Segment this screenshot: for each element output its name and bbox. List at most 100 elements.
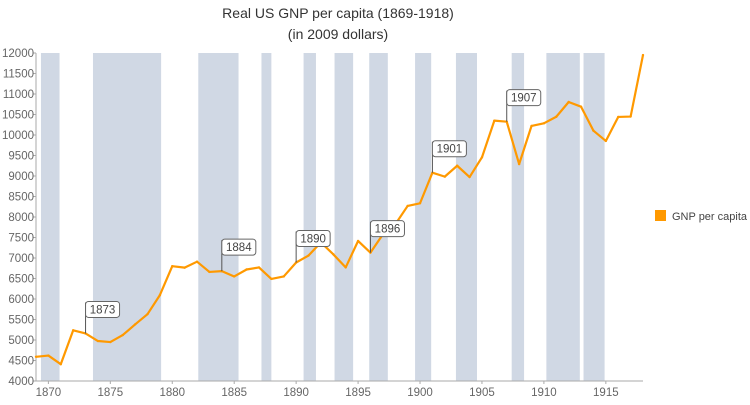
data-point [47, 354, 50, 357]
data-point [617, 115, 620, 119]
x-tick-label: 1885 [221, 387, 247, 399]
y-tick-label: 4500 [8, 356, 34, 368]
legend[interactable]: GNP per capita [655, 210, 748, 223]
annotation-box [221, 238, 257, 256]
data-point [109, 340, 112, 344]
annotation-box [506, 89, 542, 107]
data-point [493, 119, 496, 122]
chart-subtitle: (in 2009 dollars) [288, 26, 388, 42]
data-point [208, 270, 211, 274]
x-tick-label: 1910 [531, 387, 557, 399]
y-tick-label: 5000 [8, 335, 34, 347]
recession-band [198, 53, 239, 381]
recession-band [455, 53, 478, 381]
data-point [121, 333, 124, 337]
data-point [270, 277, 273, 281]
recession-band [415, 53, 432, 381]
recession-band [303, 53, 316, 381]
recession-band [511, 53, 525, 381]
x-axis: 1870 1875 1880 1885 1890 1895 1900 1905 1910 1915 [36, 380, 643, 399]
data-point [133, 323, 137, 326]
annotation-label: 1890 [300, 234, 326, 246]
data-point [282, 275, 285, 278]
y-tick-label: 12000 [2, 48, 34, 60]
x-tick-label: 1890 [283, 387, 309, 399]
data-point [579, 105, 583, 108]
data-point [233, 275, 236, 278]
data-point [629, 115, 632, 118]
x-tick-label: 1870 [36, 387, 62, 399]
chart-title: Real US GNP per capita (1869-1918) [222, 5, 454, 21]
data-point [34, 355, 38, 359]
data-point [592, 129, 595, 132]
data-point [307, 254, 310, 257]
recession-band [369, 53, 388, 381]
data-point [344, 266, 347, 269]
recession-band [261, 53, 272, 381]
data-point [455, 164, 459, 167]
recession-band [40, 53, 60, 381]
series-layer [34, 53, 645, 366]
y-tick-label: 11000 [3, 89, 34, 101]
data-point [443, 175, 446, 178]
data-point [517, 162, 521, 166]
annotation-label: 1884 [226, 242, 252, 254]
data-point [418, 202, 422, 205]
x-tick-label: 1875 [98, 387, 124, 399]
annotation-box [85, 300, 121, 318]
data-point [183, 266, 186, 269]
data-point [59, 362, 62, 366]
data-point [257, 266, 261, 269]
data-point [567, 100, 570, 104]
y-tick-label: 8000 [8, 212, 34, 224]
y-tick-label: 9000 [8, 171, 34, 183]
x-tick-label: 1900 [407, 387, 433, 399]
annotation-box [431, 140, 467, 158]
legend-label: GNP per capita [672, 211, 748, 223]
y-tick-label: 10000 [2, 130, 34, 142]
series-line [35, 54, 645, 366]
data-point [468, 175, 471, 179]
annotation-box [295, 230, 331, 248]
y-tick-label: 4000 [8, 376, 34, 388]
y-tick-label: 5500 [8, 315, 34, 327]
y-tick-label: 7000 [8, 253, 34, 265]
annotation-box [369, 220, 405, 238]
data-point [356, 239, 360, 243]
x-tick-label: 1905 [469, 387, 495, 399]
recession-band [583, 53, 605, 381]
y-tick-label: 6000 [8, 294, 34, 306]
annotation-label: 1901 [437, 144, 463, 156]
data-point [555, 115, 558, 118]
recession-band [334, 53, 354, 381]
recession-band [546, 53, 580, 381]
y-tick-label: 6500 [8, 274, 34, 286]
annotations: 1873 1884 1890 1896 1901 1907 [85, 89, 542, 334]
recession-band [92, 53, 162, 381]
x-tick-label: 1880 [159, 387, 185, 399]
data-point [542, 122, 546, 125]
data-point [158, 293, 162, 297]
data-point [406, 204, 409, 208]
data-point [96, 339, 100, 343]
y-tick-label: 9500 [8, 151, 34, 163]
annotation-label: 1896 [375, 224, 401, 236]
data-point [146, 312, 149, 316]
y-tick-label: 11500 [3, 69, 34, 81]
y-tick-label: 7500 [8, 233, 34, 245]
data-point [480, 156, 484, 159]
data-point [332, 253, 335, 256]
y-tick-label: 10500 [2, 110, 34, 122]
legend-swatch [655, 210, 666, 221]
x-tick-label: 1915 [593, 387, 619, 399]
data-point [604, 139, 608, 143]
data-point [530, 124, 533, 128]
data-point [641, 53, 645, 57]
x-tick-label: 1895 [345, 387, 371, 399]
data-point [195, 260, 199, 263]
data-point [245, 268, 248, 271]
annotation-label: 1873 [90, 304, 116, 316]
y-tick-label: 8500 [8, 192, 34, 204]
annotation-label: 1907 [511, 93, 537, 105]
